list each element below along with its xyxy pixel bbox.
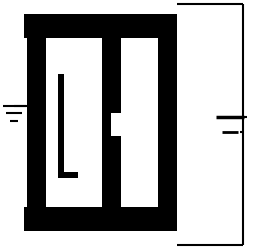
Bar: [27, 39, 46, 207]
Bar: [102, 39, 121, 207]
Bar: [58, 172, 78, 179]
Bar: [24, 15, 177, 39]
Bar: [58, 75, 64, 174]
Bar: [24, 208, 177, 231]
Bar: [111, 114, 122, 136]
Bar: [158, 39, 177, 207]
